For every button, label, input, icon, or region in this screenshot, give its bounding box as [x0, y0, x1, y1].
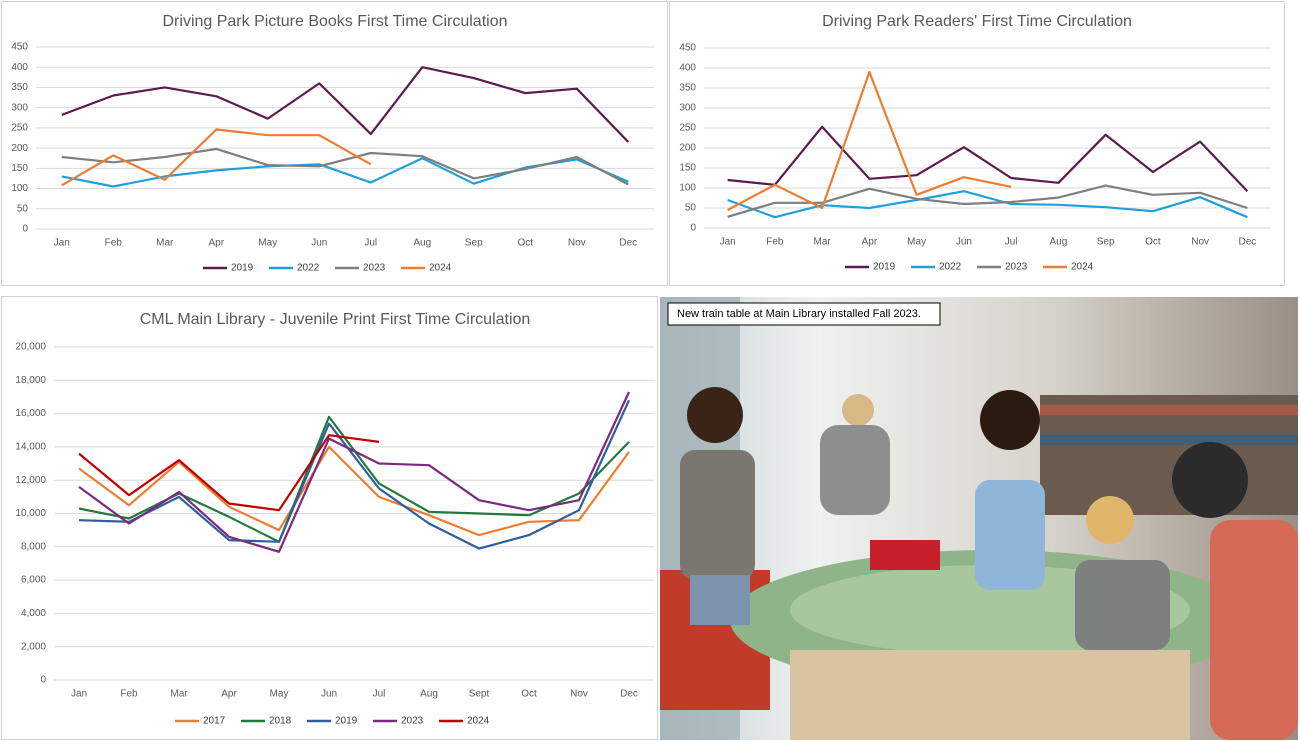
legend-label: 2022 [297, 263, 320, 274]
legend-label: 2024 [467, 716, 490, 727]
legend-label: 2024 [429, 263, 452, 274]
chart-title: Driving Park Picture Books First Time Ci… [163, 13, 508, 30]
legend-label: 2019 [873, 262, 896, 273]
series-line [78, 391, 630, 553]
x-tick-label: Feb [120, 689, 138, 700]
y-tick-label: 300 [11, 102, 28, 113]
x-tick-label: Mar [814, 237, 832, 248]
x-tick-label: Jul [1005, 237, 1018, 248]
y-tick-label: 400 [679, 63, 696, 74]
y-tick-label: 12,000 [15, 475, 46, 486]
x-tick-label: Jul [373, 689, 386, 700]
x-tick-label: Apr [862, 237, 878, 248]
y-tick-label: 200 [11, 143, 28, 154]
y-tick-label: 350 [11, 82, 28, 93]
y-tick-label: 100 [679, 183, 696, 194]
series-line [727, 190, 1248, 219]
y-tick-label: 100 [11, 183, 28, 194]
chart-title: CML Main Library - Juvenile Print First … [140, 311, 531, 328]
photo-caption: New train table at Main Library installe… [677, 308, 921, 320]
x-tick-label: Dec [619, 238, 637, 249]
x-tick-label: Nov [570, 689, 588, 700]
legend-label: 2023 [401, 716, 424, 727]
legend-label: 2024 [1071, 262, 1094, 273]
x-tick-label: Jan [54, 238, 70, 249]
series-line [78, 399, 631, 550]
legend-label: 2023 [363, 263, 386, 274]
y-tick-label: 200 [679, 143, 696, 154]
x-tick-label: May [907, 237, 926, 248]
series-line [727, 70, 1012, 211]
panel [1, 296, 658, 740]
y-tick-label: 150 [679, 163, 696, 174]
panel [669, 1, 1285, 286]
legend-label: 2023 [1005, 262, 1028, 273]
y-tick-label: 300 [679, 103, 696, 114]
x-tick-label: Jan [720, 237, 736, 248]
y-tick-label: 14,000 [15, 442, 46, 453]
legend-label: 2019 [335, 716, 358, 727]
legend-label: 2019 [231, 263, 254, 274]
x-tick-label: Aug [1049, 237, 1067, 248]
x-tick-label: Nov [568, 238, 586, 249]
y-tick-label: 2,000 [21, 641, 46, 652]
y-tick-label: 50 [17, 203, 29, 214]
x-tick-label: Jun [311, 238, 327, 249]
y-tick-label: 50 [685, 203, 697, 214]
x-tick-label: Oct [517, 238, 533, 249]
x-tick-label: Oct [521, 689, 537, 700]
series-line [61, 128, 372, 187]
x-tick-label: Apr [221, 689, 237, 700]
x-tick-label: Mar [170, 689, 188, 700]
photo: New train table at Main Library installe… [660, 297, 1298, 740]
x-tick-label: Feb [766, 237, 784, 248]
x-tick-label: Jun [321, 689, 337, 700]
x-tick-label: Jun [956, 237, 972, 248]
x-tick-label: May [258, 238, 277, 249]
legend-label: 2017 [203, 716, 226, 727]
x-tick-label: Nov [1191, 237, 1209, 248]
series-line [61, 66, 630, 143]
x-tick-label: May [270, 689, 289, 700]
y-tick-label: 450 [11, 42, 28, 53]
y-tick-label: 16,000 [15, 408, 46, 419]
y-tick-label: 6,000 [21, 575, 46, 586]
series-line [61, 147, 629, 186]
x-tick-label: Aug [413, 238, 431, 249]
y-tick-label: 20,000 [15, 342, 46, 353]
x-tick-label: Feb [105, 238, 123, 249]
y-tick-label: 350 [679, 83, 696, 94]
x-tick-label: Dec [1238, 237, 1256, 248]
x-tick-label: Oct [1145, 237, 1161, 248]
y-tick-label: 150 [11, 163, 28, 174]
chart-title: Driving Park Readers' First Time Circula… [822, 13, 1132, 30]
x-tick-label: Jul [364, 238, 377, 249]
x-tick-label: Jan [71, 689, 87, 700]
y-tick-label: 4,000 [21, 608, 46, 619]
y-tick-label: 10,000 [15, 508, 46, 519]
y-tick-label: 0 [22, 224, 28, 235]
series-line [727, 184, 1248, 218]
legend-label: 2022 [939, 262, 962, 273]
y-tick-label: 400 [11, 62, 28, 73]
x-tick-label: Apr [208, 238, 224, 249]
x-tick-label: Mar [156, 238, 174, 249]
series-line [78, 434, 380, 512]
x-tick-label: Sep [465, 238, 483, 249]
x-tick-label: Dec [620, 689, 638, 700]
y-tick-label: 8,000 [21, 541, 46, 552]
y-tick-label: 250 [11, 123, 28, 134]
series-line [727, 125, 1249, 192]
x-tick-label: Aug [420, 689, 438, 700]
y-tick-label: 0 [690, 223, 696, 234]
y-tick-label: 450 [679, 43, 696, 54]
legend-label: 2018 [269, 716, 292, 727]
y-tick-label: 18,000 [15, 375, 46, 386]
y-tick-label: 0 [40, 675, 46, 686]
y-tick-label: 250 [679, 123, 696, 134]
x-tick-label: Sep [1097, 237, 1115, 248]
series-line [78, 445, 630, 537]
x-tick-label: Sept [469, 689, 490, 700]
